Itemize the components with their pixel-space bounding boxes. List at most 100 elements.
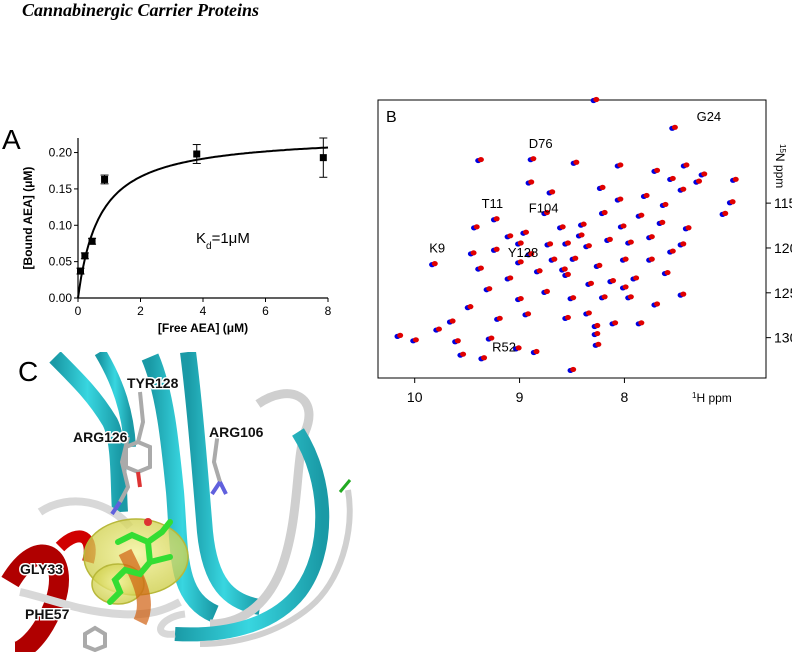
y-tick-label: 115 [774,195,792,211]
peak-label: F104 [529,200,559,215]
peak-label: K9 [429,241,445,256]
peak-red [572,255,579,261]
residue-label-arg126: ARG126 [73,429,128,445]
peak-red [617,196,624,202]
y-tick-label: 0.10 [49,218,73,232]
peak-red [627,294,634,300]
x-tick-label: 8 [621,389,629,405]
peak-red [528,251,535,257]
x-tick-label: 6 [262,304,269,318]
peak-label: G24 [697,109,722,124]
peak-red [596,262,603,269]
peak-red [496,315,503,321]
peak-red [473,224,480,230]
peak-red [696,178,703,184]
data-point [101,175,109,183]
y-tick-label: 130 [774,330,792,346]
peak-red [481,355,488,361]
fit-curve [77,146,329,299]
peak-red [671,124,678,130]
peak-red [507,233,514,239]
peak-red [549,189,556,195]
residue-label-gly33: GLY33 [20,561,63,577]
y-tick-label: 125 [774,285,792,301]
peak-red [648,234,655,240]
peak-red [585,310,592,316]
peak-red [431,261,438,267]
peak-red [528,179,535,185]
coil [209,389,314,629]
peak-red [683,162,690,168]
arg126-sidechain [110,436,131,516]
peak-red [680,241,687,247]
beta-strand [141,353,220,623]
peak-red [578,232,585,238]
phe57-sidechain [83,625,107,652]
peak-red [601,209,608,216]
panel-label-a: A [2,124,21,155]
page-header: Cannabinergic Carrier Proteins [22,0,260,20]
peak-red [622,256,629,262]
peak-red [669,175,676,182]
x-tick-label: 9 [516,389,524,405]
peak-red [564,240,571,246]
peak-red [523,229,530,235]
peak-red [570,366,577,373]
x-tick-label: 0 [75,304,82,318]
peak-red [729,199,736,205]
peak-red [601,294,608,300]
beta-strand [174,428,330,642]
peak-red [564,314,571,321]
peak-red [470,250,477,256]
peak-red [654,167,661,173]
peak-red [454,338,461,344]
peak-layer [394,96,739,374]
kd-annotation: Kd=1μM [196,230,250,252]
peak-red [543,209,550,216]
peak-red [595,341,602,347]
peak-red [643,192,650,199]
peak-red [620,223,627,229]
helix-through-surface [118,548,151,626]
peak-red [612,320,619,326]
nmr-spectrum-chart: B 10 9 8 115 120 125 130 1H ppm 15N ppm G24 D76 T11 F… [377,96,792,406]
peak-red [585,243,592,249]
peak-red [606,236,613,242]
peak-red [685,225,692,231]
peak-red [564,271,571,277]
peak-red [638,212,645,218]
peak-red [551,256,558,262]
ligand-oxygen [144,518,152,526]
x-axis-label: 1H ppm [692,391,732,406]
peak-red [622,284,629,290]
panel-label-c: C [18,356,39,387]
peak-red [493,216,500,222]
data-point [193,150,201,158]
y-axis-label: [Bound AEA] (μM) [21,167,35,270]
peak-red [573,159,580,165]
peak-red [561,266,568,272]
beta-strand [94,352,136,448]
peak-red [662,201,669,208]
peak-label: Y128 [508,245,538,260]
data-point [319,154,327,162]
peak-red [570,295,577,301]
peak-red [593,96,600,103]
residue-label-arg106: ARG106 [209,424,264,440]
residue-label-tyr128: TYR128 [127,375,179,391]
peak-red [435,326,442,332]
x-tick-label: 10 [407,389,423,405]
peak-red [543,288,550,295]
peak-red [460,351,467,357]
peak-red [722,210,729,216]
y-tick-label: 0.15 [49,182,73,196]
peak-red [517,295,524,302]
peak-label: R52 [492,339,516,354]
residue-label-phe57: PHE57 [25,606,70,622]
peak-red [680,291,687,297]
peak-red [547,241,554,247]
peak-red [680,186,687,192]
binding-curve-chart: 0 2 4 6 8 0.00 0.05 0.10 0.15 0.20 [Free AEA] (μM)… [21,137,332,335]
peak-red [488,335,495,341]
data-point [77,267,84,275]
